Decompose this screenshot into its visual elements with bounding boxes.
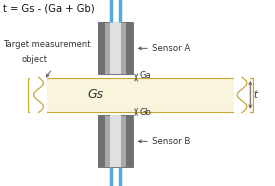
Text: object: object [22, 55, 48, 64]
Bar [98, 115, 106, 167]
Bar [125, 115, 133, 167]
Text: Sensor B: Sensor B [152, 137, 191, 146]
Text: Gs: Gs [87, 88, 103, 101]
Text: t = Gs - (Ga + Gb): t = Gs - (Ga + Gb) [3, 4, 94, 14]
Bar [110, 115, 121, 167]
Text: Gb: Gb [139, 108, 151, 117]
Bar [98, 115, 133, 167]
Polygon shape [234, 77, 250, 113]
Polygon shape [30, 77, 47, 113]
Bar [28, 78, 253, 112]
Text: Sensor A: Sensor A [152, 44, 190, 53]
Text: Ga: Ga [139, 71, 151, 80]
Bar [125, 22, 133, 74]
Bar [98, 22, 133, 74]
Text: Target measurement: Target measurement [3, 40, 90, 49]
Bar [98, 22, 106, 74]
Bar [110, 22, 121, 74]
Text: t: t [254, 90, 257, 100]
